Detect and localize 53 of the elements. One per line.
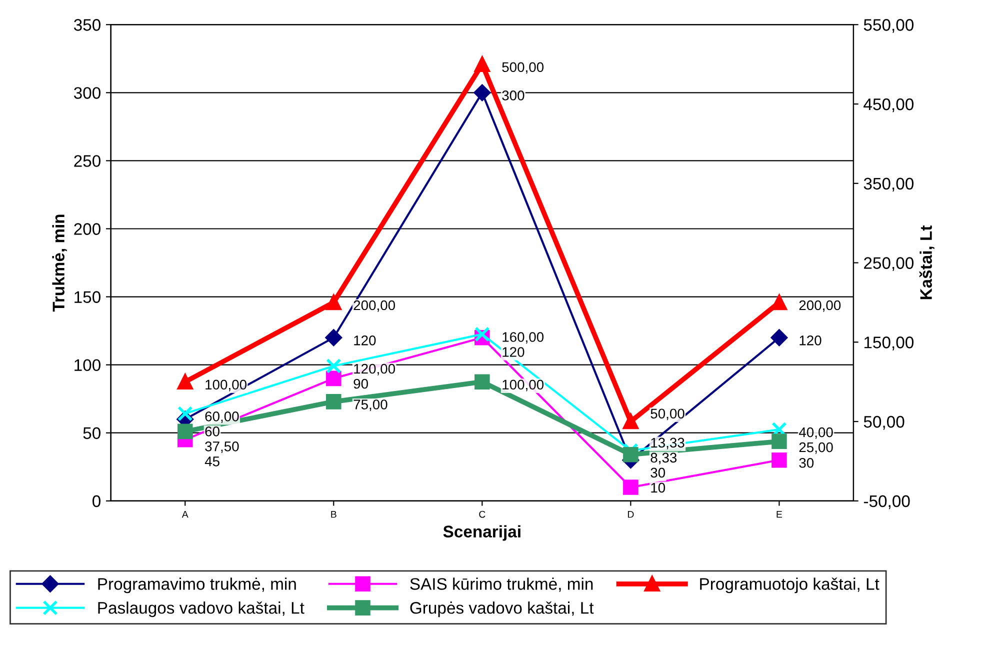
x-tick-label: B [331,510,336,518]
legend-label: Grupės vadovo kaštai, Lt [410,602,594,618]
y-tick-label: 350 [74,19,100,31]
x-axis-title: Scenarijai [443,525,520,541]
y-tick-label: 50 [83,427,100,440]
data-label: 30 [799,458,814,468]
y-tick-label: 300 [74,87,100,99]
data-label: 300 [502,90,524,100]
y2-tick-label: 350,00 [864,178,914,192]
legend-label: Programavimo trukmė, min [98,578,296,594]
data-label: 60 [205,426,220,436]
data-label: 40,00 [798,427,833,439]
data-label: 45 [204,456,220,466]
data-label: 25,00 [799,442,833,454]
data-label: 120 [800,336,822,346]
y-axis-title: Trukmė, min [52,214,67,312]
legend-label: Paslaugos vadovo kaštai, Lt [98,602,304,618]
x-tick-label: A [182,510,188,518]
data-label: 120 [354,336,376,346]
y2-tick-label: 450,00 [864,98,914,112]
data-label: 500,00 [502,62,544,74]
y2-tick-label: 250,00 [864,257,914,271]
data-label: 75,00 [354,400,388,412]
x-tick-label: C [479,510,486,518]
data-label: 120 [502,347,524,357]
y2-tick-label: 150,00 [864,336,914,350]
y2-tick-label: 50,00 [864,416,904,430]
y-tick-label: 250 [74,155,100,167]
data-label: 200,00 [354,300,396,312]
data-label: 90 [354,378,368,389]
x-tick-label: D [628,510,634,518]
data-label: 120,00 [354,364,396,376]
data-label: 37,50 [205,441,239,453]
y-tick-label: 100 [74,359,100,372]
data-label: 160,00 [502,332,544,344]
data-label: 100,00 [206,380,246,392]
legend-label: SAIS kūrimo trukmė, min [410,578,593,592]
data-label: 30 [650,468,666,478]
data-label: 8,33 [650,452,677,464]
data-label: 13,33 [651,438,684,450]
y-tick-label: 0 [92,495,100,508]
y2-axis-title: Kaštai, Lt [919,225,934,300]
y-tick-label: 200 [74,223,100,235]
data-label: 200,00 [799,300,841,312]
y2-tick-label: 550,00 [864,19,914,33]
legend-label: Programuotojo kaštai, Lt [700,578,880,594]
data-label: 10 [651,482,666,493]
data-label: 50,00 [650,408,684,420]
x-tick-label: E [776,510,782,518]
data-label: 100,00 [502,380,544,392]
y-tick-label: 150 [74,291,100,303]
data-label: 60,00 [205,411,239,423]
y2-tick-label: -50,00 [864,495,910,510]
